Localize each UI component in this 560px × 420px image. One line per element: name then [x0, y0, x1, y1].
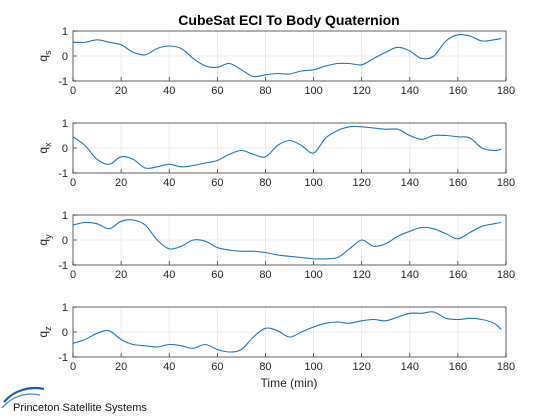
x-tick-label: 20: [115, 269, 127, 281]
y-tick-label: 0: [62, 143, 68, 155]
x-tick-label: 80: [259, 177, 271, 189]
x-tick-label: 180: [497, 177, 515, 189]
x-tick-label: 0: [70, 361, 76, 373]
x-tick-label: 160: [449, 177, 467, 189]
x-tick-label: 80: [259, 269, 271, 281]
x-tick-label: 0: [70, 177, 76, 189]
x-tick-label: 100: [304, 85, 322, 97]
x-tick-label: 60: [211, 361, 223, 373]
x-tick-label: 40: [163, 361, 175, 373]
x-tick-label: 180: [497, 361, 515, 373]
y-axis-label: qz: [36, 326, 53, 338]
x-tick-label: 180: [497, 269, 515, 281]
x-tick-label: 120: [352, 177, 370, 189]
x-tick-label: 60: [211, 85, 223, 97]
x-tick-label: 160: [449, 361, 467, 373]
y-axis-label: qy: [36, 234, 53, 246]
axes-frame: [72, 306, 507, 358]
x-tick-label: 140: [401, 85, 419, 97]
x-tick-label: 140: [401, 269, 419, 281]
x-axis-label: Time (min): [261, 376, 318, 390]
y-tick-label: 1: [62, 302, 68, 314]
y-tick-label: 1: [62, 210, 68, 222]
y-tick-label: 0: [62, 327, 68, 339]
x-tick-label: 60: [211, 177, 223, 189]
x-tick-label: 40: [163, 177, 175, 189]
figure-title: CubeSat ECI To Body Quaternion: [178, 12, 399, 28]
y-tick-label: -1: [58, 260, 68, 272]
x-tick-label: 100: [304, 269, 322, 281]
x-tick-label: 0: [70, 85, 76, 97]
x-tick-label: 100: [304, 361, 322, 373]
brand-name: Princeton Satellite Systems: [13, 402, 147, 414]
series-line-qx: [72, 125, 502, 169]
x-tick-label: 100: [304, 177, 322, 189]
y-tick-label: 1: [62, 26, 68, 38]
x-tick-label: 140: [401, 177, 419, 189]
y-tick-label: 1: [62, 118, 68, 130]
y-tick-label: -1: [58, 352, 68, 364]
x-tick-label: 20: [115, 177, 127, 189]
series-line-qz: [72, 311, 502, 353]
x-tick-label: 160: [449, 85, 467, 97]
series-line-qs: [72, 33, 502, 78]
y-tick-label: 0: [62, 235, 68, 247]
y-tick-label: -1: [58, 76, 68, 88]
x-tick-label: 160: [449, 269, 467, 281]
y-tick-label: 0: [62, 51, 68, 63]
x-tick-label: 20: [115, 85, 127, 97]
x-tick-label: 80: [259, 361, 271, 373]
brand-logo: Princeton Satellite Systems: [1, 386, 147, 414]
y-tick-label: -1: [58, 168, 68, 180]
series-line-qy: [72, 219, 502, 260]
x-tick-label: 120: [352, 361, 370, 373]
y-axis-label: qx: [36, 142, 53, 154]
x-tick-label: 120: [352, 269, 370, 281]
x-tick-label: 120: [352, 85, 370, 97]
x-tick-label: 40: [163, 269, 175, 281]
axes-frame: [72, 122, 507, 174]
x-tick-label: 180: [497, 85, 515, 97]
brand-swoosh-icon-2: [1, 393, 41, 409]
brand-swoosh-icon: [3, 386, 45, 403]
x-tick-label: 60: [211, 269, 223, 281]
axes-frame: [72, 30, 507, 82]
y-axis-label: qs: [36, 50, 53, 62]
x-tick-label: 80: [259, 85, 271, 97]
x-tick-label: 140: [401, 361, 419, 373]
x-tick-label: 40: [163, 85, 175, 97]
x-tick-label: 20: [115, 361, 127, 373]
x-tick-label: 0: [70, 269, 76, 281]
axes-frame: [72, 214, 507, 266]
